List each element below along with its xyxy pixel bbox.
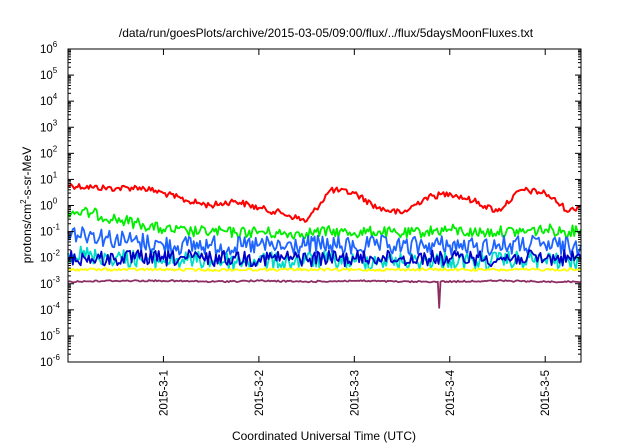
y-tick-label: 104 bbox=[40, 92, 58, 108]
y-tick-exponent: -2 bbox=[53, 249, 61, 258]
x-axis-label: Coordinated Universal Time (UTC) bbox=[232, 429, 416, 443]
y-axis: 10-610-510-410-310-210-11001011021031041… bbox=[40, 40, 581, 369]
y-tick-label: 10-2 bbox=[40, 249, 60, 265]
y-tick-base: 10 bbox=[40, 201, 53, 213]
series-line-6 bbox=[67, 267, 581, 273]
y-tick-label: 105 bbox=[40, 66, 58, 82]
y-tick-base: 10 bbox=[40, 279, 53, 291]
y-tick-label: 10-6 bbox=[40, 353, 60, 369]
x-tick-label: 2015-3-5 bbox=[540, 370, 552, 416]
y-tick-exponent: 5 bbox=[53, 66, 58, 75]
series-line-5 bbox=[67, 249, 582, 268]
series-line-2 bbox=[67, 206, 582, 240]
x-tick-label: 2015-3-3 bbox=[349, 370, 361, 416]
x-axis: 2015-3-1 2015-3-2 2015-3-3 2015-3-4 2015-3-5 bbox=[158, 49, 552, 416]
series-layer bbox=[67, 183, 582, 309]
y-tick-label: 10-5 bbox=[40, 327, 60, 343]
y-tick-label: 10-4 bbox=[40, 301, 60, 317]
y-axis-label: protons/cm2-s-sr-MeV bbox=[19, 147, 34, 263]
y-tick-base: 10 bbox=[40, 357, 53, 369]
y-tick-base: 10 bbox=[40, 70, 53, 82]
y-tick-label: 100 bbox=[40, 197, 58, 213]
y-tick-exponent: -4 bbox=[53, 301, 61, 310]
y-tick-exponent: 4 bbox=[53, 92, 58, 101]
x-tick-label: 2015-3-1 bbox=[158, 370, 170, 416]
y-axis-label-base: protons/cm bbox=[20, 204, 34, 263]
y-tick-label: 10-1 bbox=[40, 223, 60, 239]
y-tick-base: 10 bbox=[40, 148, 53, 160]
y-tick-label: 10-3 bbox=[40, 275, 60, 291]
y-tick-base: 10 bbox=[40, 122, 53, 134]
y-tick-label: 101 bbox=[40, 170, 58, 186]
y-tick-base: 10 bbox=[40, 44, 53, 56]
series-line-7 bbox=[67, 279, 582, 309]
y-tick-exponent: -6 bbox=[53, 353, 61, 362]
series-line-1 bbox=[67, 183, 582, 223]
y-tick-base: 10 bbox=[40, 227, 53, 239]
y-tick-label: 103 bbox=[40, 118, 58, 134]
y-tick-exponent: 3 bbox=[53, 118, 58, 127]
y-tick-label: 106 bbox=[40, 40, 58, 56]
y-tick-label: 102 bbox=[40, 144, 58, 160]
y-tick-exponent: 6 bbox=[53, 40, 58, 49]
y-tick-base: 10 bbox=[40, 331, 53, 343]
chart-title: /data/run/goesPlots/archive/2015-03-05/0… bbox=[119, 26, 534, 40]
y-tick-exponent: -1 bbox=[53, 223, 61, 232]
y-tick-base: 10 bbox=[40, 253, 53, 265]
y-tick-exponent: -3 bbox=[53, 275, 61, 284]
y-tick-base: 10 bbox=[40, 96, 53, 108]
x-tick-label: 2015-3-2 bbox=[254, 370, 266, 416]
series-line-3 bbox=[67, 226, 582, 257]
y-tick-exponent: 1 bbox=[53, 170, 58, 179]
y-tick-base: 10 bbox=[40, 305, 53, 317]
y-tick-exponent: -5 bbox=[53, 327, 61, 336]
y-axis-label-rest: -s-sr-MeV bbox=[20, 147, 34, 200]
y-axis-label-sup: 2 bbox=[19, 199, 28, 204]
y-tick-base: 10 bbox=[40, 174, 53, 186]
x-tick-label: 2015-3-4 bbox=[445, 369, 457, 416]
y-tick-exponent: 0 bbox=[53, 197, 58, 206]
y-tick-exponent: 2 bbox=[53, 144, 58, 153]
